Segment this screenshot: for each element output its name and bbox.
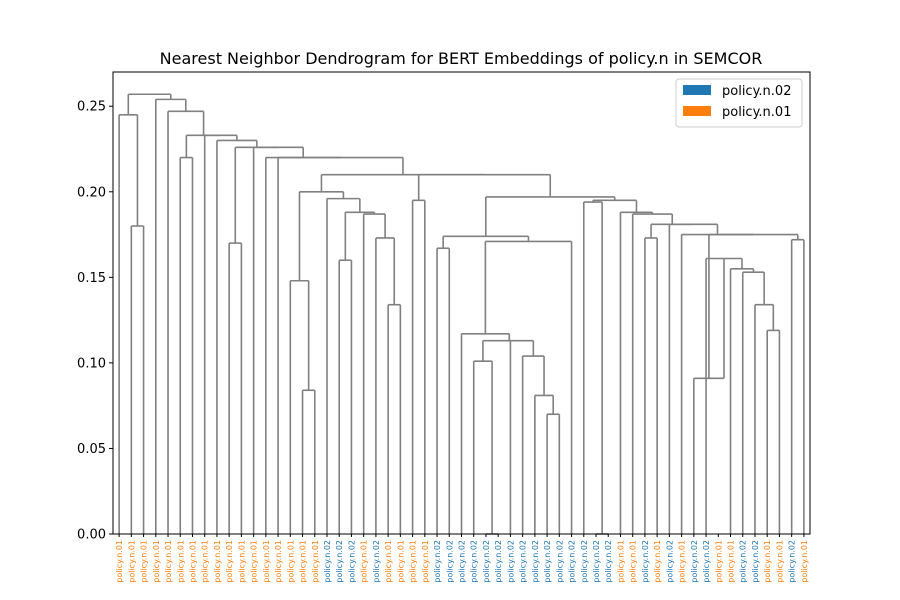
leaf-label: policy.n.01 [225,540,234,583]
leaf-label: policy.n.01 [237,540,246,583]
leaf-label: policy.n.01 [409,540,418,583]
leaf-label: policy.n.01 [653,540,662,583]
legend-swatch [683,85,711,95]
leaf-label: policy.n.01 [152,540,161,583]
legend-label: policy.n.02 [722,84,791,99]
leaf-label: policy.n.01 [201,540,210,583]
leaf-label: policy.n.01 [115,540,124,583]
y-tick-label: 0.05 [77,442,106,457]
leaf-label: policy.n.02 [739,540,748,583]
dendrogram-links [118,93,805,535]
leaf-label: policy.n.02 [568,540,577,583]
leaf-label: policy.n.02 [445,540,454,583]
leaf-label: policy.n.02 [641,540,650,583]
leaf-label: policy.n.01 [250,540,259,583]
leaf-label: policy.n.02 [506,540,515,583]
leaf-label: policy.n.02 [494,540,503,583]
leaf-label: policy.n.02 [482,540,491,583]
leaf-label: policy.n.01 [763,540,772,583]
leaf-label: policy.n.01 [140,540,149,583]
y-axis: 0.00 0.05 0.10 0.15 0.20 0.25 [77,100,113,543]
leaf-label: policy.n.02 [690,540,699,583]
leaf-label: policy.n.02 [519,540,528,583]
leaf-label: policy.n.02 [458,540,467,583]
leaf-label: policy.n.01 [616,540,625,583]
leaf-label: policy.n.01 [714,540,723,583]
y-tick-label: 0.00 [77,528,106,543]
leaf-label: policy.n.01 [286,540,295,583]
leaf-labels: policy.n.01 policy.n.01 policy.n.01 policy.… [115,534,809,583]
leaf-label: policy.n.01 [213,540,222,583]
leaf-label: policy.n.02 [604,540,613,583]
leaf-label: policy.n.01 [262,540,271,583]
leaf-label: policy.n.02 [531,540,540,583]
leaf-label: policy.n.02 [470,540,479,583]
legend: policy.n.02 policy.n.01 [675,78,803,128]
leaf-label: policy.n.02 [555,540,564,583]
leaf-label: policy.n.01 [127,540,136,583]
leaf-label: policy.n.02 [543,540,552,583]
y-tick-label: 0.15 [77,271,106,286]
leaf-label: policy.n.02 [592,540,601,583]
leaf-label: policy.n.02 [702,540,711,583]
y-tick-label: 0.20 [77,185,106,200]
y-tick-label: 0.10 [77,356,106,371]
legend-label: policy.n.01 [722,105,791,120]
leaf-label: policy.n.02 [751,540,760,583]
leaf-label: policy.n.02 [347,540,356,583]
leaf-label: policy.n.01 [311,540,320,583]
y-tick-label: 0.25 [77,100,106,115]
leaf-label: policy.n.01 [299,540,308,583]
leaf-label: policy.n.02 [788,540,797,583]
leaf-label: policy.n.01 [360,540,369,583]
leaf-label: policy.n.02 [665,540,674,583]
legend-swatch [683,106,711,116]
leaf-label: policy.n.02 [433,540,442,583]
leaf-label: policy.n.01 [629,540,638,583]
leaf-label: policy.n.02 [580,540,589,583]
leaf-label: policy.n.01 [421,540,430,583]
leaf-label: policy.n.02 [323,540,332,583]
leaf-label: policy.n.02 [335,540,344,583]
leaf-label: policy.n.02 [372,540,381,583]
leaf-label: policy.n.01 [176,540,185,583]
leaf-label: policy.n.01 [188,540,197,583]
leaf-label: policy.n.01 [274,540,283,583]
chart-title: Nearest Neighbor Dendrogram for BERT Emb… [160,49,763,68]
leaf-label: policy.n.01 [775,540,784,583]
leaf-label: policy.n.01 [164,540,173,583]
leaf-label: policy.n.01 [800,540,809,583]
leaf-label: policy.n.01 [396,540,405,583]
leaf-label: policy.n.01 [727,540,736,583]
leaf-label: policy.n.01 [678,540,687,583]
leaf-label: policy.n.01 [384,540,393,583]
